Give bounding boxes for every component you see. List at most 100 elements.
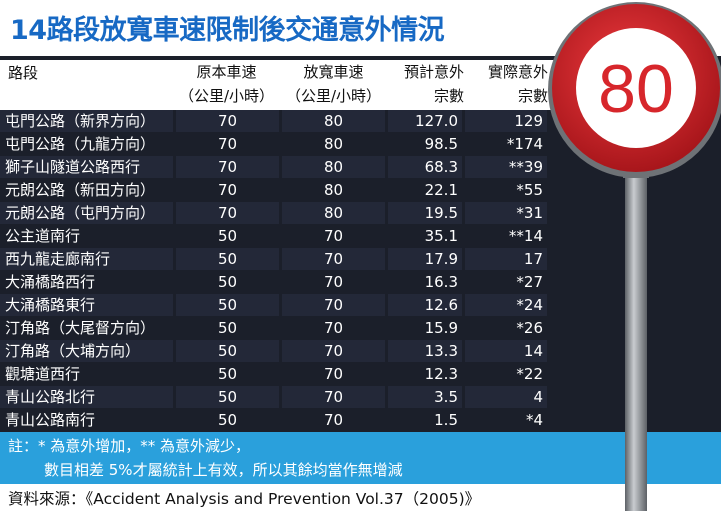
- table-row: 觀塘道西行 50 70 12.3 *22: [0, 363, 560, 386]
- cell-widened-speed: 70: [282, 317, 385, 339]
- header-actual-line1: 實際意外: [487, 63, 548, 81]
- cell-original-speed: 50: [176, 271, 279, 293]
- note-line-2: 數目相差 5%才屬統計上有效，所以其餘均當作無增減: [44, 461, 403, 479]
- cell-original-speed: 50: [176, 248, 279, 270]
- cell-original-speed: 50: [176, 294, 279, 316]
- cell-original-speed: 50: [176, 409, 279, 431]
- cell-actual-accidents: *31: [465, 202, 547, 224]
- cell-original-speed: 70: [176, 202, 279, 224]
- cell-widened-speed: 70: [282, 340, 385, 362]
- cell-widened-speed: 80: [282, 133, 385, 155]
- source-citation: 資料來源：《Accident Analysis and Prevention V…: [8, 490, 481, 508]
- cell-original-speed: 50: [176, 340, 279, 362]
- cell-original-speed: 70: [176, 179, 279, 201]
- table-row: 汀角路（大尾督方向） 50 70 15.9 *26: [0, 317, 560, 340]
- header-expected-line1: 預計意外: [403, 63, 464, 81]
- speed-limit-sign-icon: 80: [548, 2, 721, 511]
- cell-actual-accidents: *174: [465, 133, 547, 155]
- cell-expected-accidents: 17.9: [388, 248, 462, 270]
- cell-actual-accidents: *55: [465, 179, 547, 201]
- cell-road: 公主道南行: [0, 225, 173, 247]
- sign-speed-text: 80: [598, 51, 674, 127]
- table-header: 路段 原本車速 （公里/小時） 放寬車速 （公里/小時） 預計意外 宗數 實際意…: [0, 60, 560, 110]
- cell-expected-accidents: 16.3: [388, 271, 462, 293]
- sign-face: [576, 28, 696, 148]
- table-row: 元朗公路（屯門方向） 70 80 19.5 *31: [0, 202, 560, 225]
- cell-widened-speed: 70: [282, 271, 385, 293]
- cell-widened-speed: 70: [282, 248, 385, 270]
- cell-actual-accidents: 4: [465, 386, 547, 408]
- cell-original-speed: 50: [176, 386, 279, 408]
- cell-original-speed: 50: [176, 317, 279, 339]
- header-road: 路段: [8, 61, 38, 111]
- cell-road: 元朗公路（屯門方向）: [0, 202, 173, 224]
- cell-actual-accidents: 129: [465, 110, 547, 132]
- cell-actual-accidents: *27: [465, 271, 547, 293]
- cell-widened-speed: 70: [282, 386, 385, 408]
- cell-road: 汀角路（大埔方向）: [0, 340, 173, 362]
- cell-road: 大涌橋路東行: [0, 294, 173, 316]
- cell-original-speed: 70: [176, 156, 279, 178]
- cell-actual-accidents: *26: [465, 317, 547, 339]
- table-row: 元朗公路（新田方向） 70 80 22.1 *55: [0, 179, 560, 202]
- table-row: 西九龍走廊南行 50 70 17.9 17: [0, 248, 560, 271]
- cell-expected-accidents: 13.3: [388, 340, 462, 362]
- cell-road: 大涌橋路西行: [0, 271, 173, 293]
- cell-expected-accidents: 19.5: [388, 202, 462, 224]
- table-row: 屯門公路（新界方向） 70 80 127.0 129: [0, 110, 560, 133]
- cell-expected-accidents: 22.1: [388, 179, 462, 201]
- cell-expected-accidents: 3.5: [388, 386, 462, 408]
- header-original-speed-line2: （公里/小時）: [178, 87, 275, 105]
- cell-original-speed: 70: [176, 133, 279, 155]
- cell-widened-speed: 70: [282, 294, 385, 316]
- table-row: 青山公路南行 50 70 1.5 *4: [0, 409, 560, 432]
- cell-road: 屯門公路（九龍方向）: [0, 133, 173, 155]
- sign-pole: [625, 160, 647, 511]
- cell-actual-accidents: **14: [465, 225, 547, 247]
- cell-expected-accidents: 12.6: [388, 294, 462, 316]
- cell-road: 獅子山隧道公路西行: [0, 156, 173, 178]
- table-row: 汀角路（大埔方向） 50 70 13.3 14: [0, 340, 560, 363]
- cell-expected-accidents: 127.0: [388, 110, 462, 132]
- cell-road: 青山公路南行: [0, 409, 173, 431]
- header-original-speed: 原本車速 （公里/小時）: [175, 60, 278, 110]
- cell-widened-speed: 80: [282, 156, 385, 178]
- cell-actual-accidents: **39: [465, 156, 547, 178]
- cell-expected-accidents: 35.1: [388, 225, 462, 247]
- cell-expected-accidents: 15.9: [388, 317, 462, 339]
- table-row: 公主道南行 50 70 35.1 **14: [0, 225, 560, 248]
- source-box: 資料來源：《Accident Analysis and Prevention V…: [0, 484, 721, 511]
- cell-original-speed: 50: [176, 363, 279, 385]
- cell-expected-accidents: 12.3: [388, 363, 462, 385]
- header-widened-speed-line2: （公里/小時）: [285, 87, 382, 105]
- cell-road: 元朗公路（新田方向）: [0, 179, 173, 201]
- header-widened-speed-line1: 放寬車速: [303, 63, 364, 81]
- table-row: 大涌橋路東行 50 70 12.6 *24: [0, 294, 560, 317]
- table-row: 屯門公路（九龍方向） 70 80 98.5 *174: [0, 133, 560, 156]
- table-row: 大涌橋路西行 50 70 16.3 *27: [0, 271, 560, 294]
- cell-road: 觀塘道西行: [0, 363, 173, 385]
- header-expected-line2: 宗數: [433, 87, 464, 105]
- cell-road: 汀角路（大尾督方向）: [0, 317, 173, 339]
- cell-widened-speed: 70: [282, 363, 385, 385]
- cell-widened-speed: 80: [282, 179, 385, 201]
- note-line-1: 註：* 為意外增加，** 為意外減少，: [8, 437, 251, 455]
- header-actual-accidents: 實際意外 宗數: [466, 60, 548, 110]
- header-actual-line2: 宗數: [517, 87, 548, 105]
- cell-widened-speed: 70: [282, 409, 385, 431]
- cell-widened-speed: 70: [282, 225, 385, 247]
- cell-original-speed: 50: [176, 225, 279, 247]
- header-widened-speed: 放寬車速 （公里/小時）: [282, 60, 385, 110]
- cell-expected-accidents: 68.3: [388, 156, 462, 178]
- cell-original-speed: 70: [176, 110, 279, 132]
- cell-road: 青山公路北行: [0, 386, 173, 408]
- cell-actual-accidents: 14: [465, 340, 547, 362]
- cell-widened-speed: 80: [282, 202, 385, 224]
- table-row: 青山公路北行 50 70 3.5 4: [0, 386, 560, 409]
- cell-widened-speed: 80: [282, 110, 385, 132]
- header-original-speed-line1: 原本車速: [196, 63, 257, 81]
- cell-actual-accidents: *22: [465, 363, 547, 385]
- cell-road: 西九龍走廊南行: [0, 248, 173, 270]
- cell-actual-accidents: 17: [465, 248, 547, 270]
